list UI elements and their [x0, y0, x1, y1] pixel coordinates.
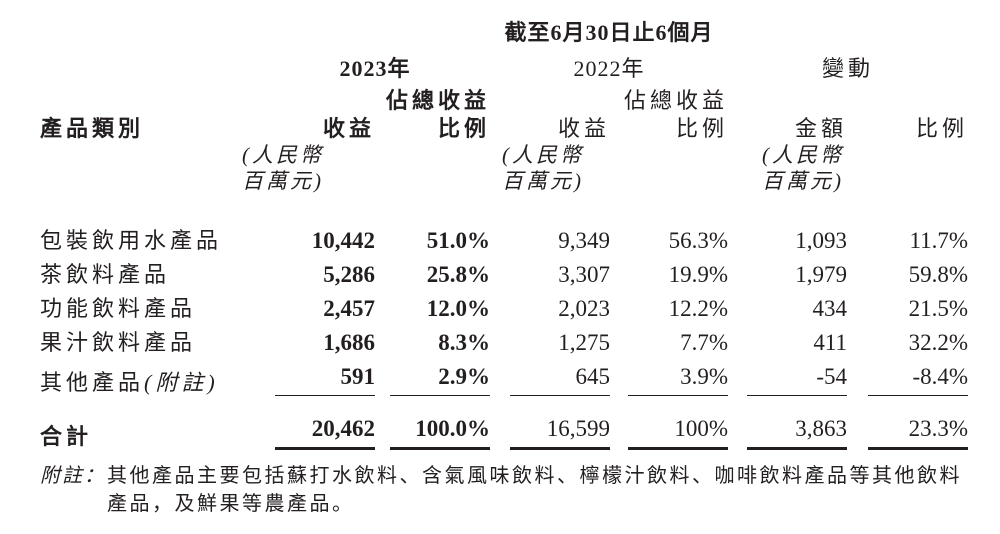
category-label: 其他產品(附註)	[40, 370, 219, 395]
unit-line-1: (人民幣	[242, 143, 324, 167]
year-header-row: 2023年 2022年 變動	[40, 46, 968, 82]
change-amount-value: -54	[728, 360, 848, 396]
unit-line-2: 百萬元)	[242, 169, 324, 193]
total-change-ratio-value: 23.3%	[847, 412, 969, 450]
ratio-2022-value: 12.2%	[668, 296, 729, 321]
revenue-by-category-table: 截至6月30日止6個月 2023年 2022年 變動 佔總收益 佔總收益 產品類…	[40, 12, 969, 450]
spacer-cell	[40, 46, 240, 82]
change-amount-column-header: 金額	[795, 116, 848, 141]
share-of-revenue-2023-header: 佔總收益	[385, 88, 490, 113]
revenue-2022-column-header: 收益	[557, 116, 610, 141]
period-header-row: 截至6月30日止6個月	[40, 12, 968, 46]
revenue-2023-value: 5,286	[323, 262, 375, 287]
ratio-2022-value: 56.3%	[668, 228, 729, 253]
year-2023-header: 2023年	[339, 56, 411, 81]
ratio-2023-value: 25.8%	[426, 262, 490, 287]
revenue-2022-value: 645	[490, 360, 610, 396]
table-row-functional: 功能飲料產品 2,457 12.0% 2,023 12.2% 434 21.5%	[40, 292, 968, 326]
change-ratio-column-header: 比例	[916, 116, 969, 141]
revenue-2023-value: 10,442	[311, 228, 375, 253]
change-ratio-value: 11.7%	[909, 228, 969, 253]
share-of-revenue-2022-header: 佔總收益	[624, 88, 729, 113]
period-header: 截至6月30日止6個月	[504, 20, 714, 45]
ratio-2022-value: 3.9%	[610, 360, 729, 396]
change-header: 變動	[822, 56, 875, 81]
unit-note-2022: (人民幣 百萬元)	[490, 142, 610, 196]
unit-line-1: (人民幣	[502, 143, 584, 167]
ratio-2022-value: 7.7%	[680, 330, 729, 355]
total-ratio-2022-value: 100%	[610, 412, 729, 450]
unit-note-row: (人民幣 百萬元) (人民幣 百萬元) (人民幣 百萬元)	[40, 142, 968, 196]
revenue-2023-value: 2,457	[323, 296, 375, 321]
revenue-2022-value: 2,023	[558, 296, 610, 321]
spacer-row	[40, 196, 968, 224]
footnote-line-2: 產品，及鮮果等農產品。	[107, 493, 355, 515]
category-label: 果汁飲料產品	[40, 330, 197, 355]
ratio-2022-value: 19.9%	[668, 262, 729, 287]
footnote-text: 其他產品主要包括蘇打水飲料、含氣風味飲料、檸檬汁飲料、咖啡飲料產品等其他飲料 產…	[107, 462, 975, 518]
revenue-2022-value: 3,307	[558, 262, 610, 287]
table-row-juice: 果汁飲料產品 1,686 8.3% 1,275 7.7% 411 32.2%	[40, 326, 968, 360]
revenue-2022-value: 1,275	[558, 330, 610, 355]
footnote-line-1: 其他產品主要包括蘇打水飲料、含氣風味飲料、檸檬汁飲料、咖啡飲料產品等其他飲料	[107, 465, 962, 487]
spacer-cell	[40, 12, 490, 46]
total-ratio-2023-value: 100.0%	[375, 412, 490, 450]
table-row-packaged-water: 包裝飲用水產品 10,442 51.0% 9,349 56.3% 1,093 1…	[40, 224, 968, 258]
spacer-row	[40, 396, 968, 412]
unit-note-2023: (人民幣 百萬元)	[240, 142, 375, 196]
category-label: 茶飲料產品	[40, 262, 171, 287]
category-label: 功能飲料產品	[40, 296, 197, 321]
revenue-2023-value: 591	[240, 360, 375, 396]
spacer-cell	[490, 82, 610, 114]
table-row-total: 合計 20,462 100.0% 16,599 100% 3,863 23.3%	[40, 412, 969, 450]
unit-line-1: (人民幣	[762, 143, 845, 167]
footnote-label: 附註：	[40, 465, 106, 487]
footnote: 附註： 其他產品主要包括蘇打水飲料、含氣風味飲料、檸檬汁飲料、咖啡飲料產品等其他…	[40, 462, 975, 518]
column-header-row: 產品類別 收益 比例 收益 比例 金額 比例	[40, 114, 968, 142]
spacer-cell	[375, 142, 490, 196]
change-ratio-value: 59.8%	[908, 262, 969, 287]
change-amount-value: 434	[812, 296, 848, 321]
change-amount-value: 411	[813, 330, 848, 355]
ratio-2023-value: 8.3%	[438, 330, 490, 355]
table-row-others: 其他產品(附註) 591 2.9% 645 3.9% -54 -8.4%	[40, 360, 969, 396]
share-header-row: 佔總收益 佔總收益	[40, 82, 968, 114]
spacer-cell	[728, 82, 968, 114]
change-amount-value: 1,093	[795, 228, 848, 253]
total-revenue-2022-value: 16,599	[490, 412, 610, 450]
unit-note-change: (人民幣 百萬元)	[728, 142, 847, 196]
year-2022-header: 2022年	[573, 56, 645, 81]
spacer-cell	[847, 142, 968, 196]
total-revenue-2023-value: 20,462	[240, 412, 375, 450]
revenue-2022-value: 9,349	[558, 228, 610, 253]
spacer-cell	[40, 142, 240, 196]
total-label: 合計	[40, 424, 93, 449]
unit-line-2: 百萬元)	[502, 169, 584, 193]
category-label: 包裝飲用水產品	[40, 228, 223, 253]
ratio-2023-value: 51.0%	[426, 228, 490, 253]
change-ratio-value: -8.4%	[847, 360, 969, 396]
spacer-cell	[610, 142, 728, 196]
ratio-2023-value: 2.9%	[375, 360, 490, 396]
ratio-2022-column-header: 比例	[676, 116, 729, 141]
note-reference: (附註)	[144, 370, 219, 395]
spacer-cell	[40, 82, 375, 114]
unit-line-2: 百萬元)	[762, 169, 845, 193]
change-ratio-value: 32.2%	[908, 330, 969, 355]
spacer-cell	[728, 12, 968, 46]
revenue-2023-column-header: 收益	[322, 116, 375, 141]
change-ratio-value: 21.5%	[908, 296, 969, 321]
table-row-tea: 茶飲料產品 5,286 25.8% 3,307 19.9% 1,979 59.8…	[40, 258, 968, 292]
ratio-2023-value: 12.0%	[426, 296, 490, 321]
total-change-amount-value: 3,863	[728, 412, 848, 450]
category-column-header: 產品類別	[40, 116, 145, 141]
revenue-2023-value: 1,686	[323, 330, 375, 355]
change-amount-value: 1,979	[795, 262, 848, 287]
ratio-2023-column-header: 比例	[437, 116, 490, 141]
